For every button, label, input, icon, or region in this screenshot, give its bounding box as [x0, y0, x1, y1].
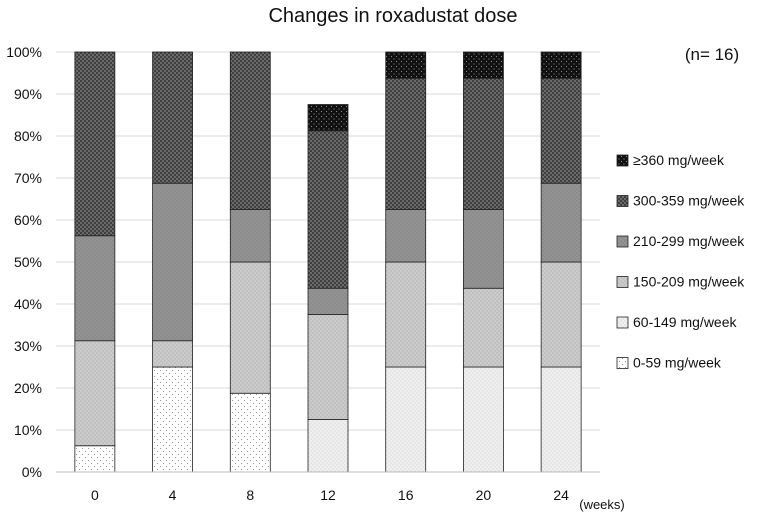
legend-item: 0-59 mg/week — [616, 355, 722, 371]
bar-stack-week-20 — [463, 51, 504, 473]
legend-swatch — [616, 195, 629, 207]
x-tick-label: 20 — [476, 487, 492, 503]
legend-swatch — [616, 235, 629, 248]
legend-item: ≥360 mg/week — [616, 152, 725, 168]
bar-segment-series-3-week-12 — [307, 287, 349, 315]
x-tick-label: 16 — [398, 487, 414, 503]
x-tick-label: 8 — [246, 487, 254, 503]
y-tick-label: 30% — [14, 338, 42, 354]
legend-label: 0-59 mg/week — [633, 355, 722, 371]
bar-segment-series-4-week-0 — [74, 51, 116, 237]
bar-segment-series-0-week-4 — [152, 366, 193, 473]
bar-segment-series-2-week-12 — [307, 314, 349, 420]
bar-stack-week-0 — [74, 51, 116, 473]
bar-stack-week-16 — [385, 51, 427, 473]
bar-stack-week-8 — [229, 51, 271, 473]
bar-segment-series-4-week-8 — [229, 51, 271, 210]
bar-segment-series-2-week-16 — [385, 261, 427, 368]
bar-segment-series-3-week-16 — [385, 209, 427, 263]
bar-segment-series-5-week-16 — [385, 51, 427, 79]
legend-swatch — [616, 316, 629, 329]
bar-segment-series-0-week-0 — [74, 445, 116, 473]
y-tick-label: 90% — [14, 86, 42, 102]
bar-segment-series-3-week-4 — [152, 182, 193, 342]
legend-item: 60-149 mg/week — [616, 314, 738, 330]
x-tick-label: 0 — [91, 487, 99, 503]
y-tick-label: 10% — [14, 422, 42, 438]
bar-segment-series-3-week-20 — [463, 209, 504, 289]
bar-segment-series-2-week-24 — [540, 261, 582, 368]
bar-stack-week-24 — [540, 51, 582, 473]
bar-segment-series-2-week-4 — [152, 340, 193, 368]
x-axis-label: (weeks) — [579, 497, 625, 512]
y-tick-label: 80% — [14, 128, 42, 144]
y-tick-label: 100% — [6, 44, 42, 60]
bar-segment-series-2-week-20 — [463, 287, 504, 368]
bars — [74, 51, 582, 473]
y-tick-label: 0% — [22, 464, 42, 480]
y-tick-label: 60% — [14, 212, 42, 228]
legend-item: 210-299 mg/week — [616, 233, 745, 249]
sample-size-annotation: (n= 16) — [685, 45, 739, 64]
legend-swatch — [616, 276, 629, 288]
bar-segment-series-4-week-12 — [307, 130, 349, 289]
legend-label: ≥360 mg/week — [633, 152, 725, 168]
bar-segment-series-4-week-4 — [152, 51, 193, 184]
bar-segment-series-1-week-12 — [307, 419, 349, 473]
x-axis: 0 4 8 12 16 20 24 — [56, 471, 600, 503]
bar-segment-series-3-week-0 — [74, 235, 116, 342]
x-tick-label: 24 — [553, 487, 569, 503]
legend-label: 60-149 mg/week — [633, 314, 738, 330]
bar-stack-week-12 — [307, 104, 349, 473]
legend-label: 210-299 mg/week — [633, 233, 745, 249]
legend-swatch — [616, 154, 629, 167]
bar-segment-series-5-week-12 — [307, 104, 349, 132]
bar-segment-series-1-week-24 — [540, 366, 582, 473]
bar-segment-series-1-week-16 — [385, 366, 427, 473]
y-tick-label: 40% — [14, 296, 42, 312]
y-tick-label: 50% — [14, 254, 42, 270]
bar-segment-series-5-week-24 — [540, 51, 582, 79]
bar-segment-series-2-week-8 — [229, 261, 271, 394]
legend-label: 150-209 mg/week — [633, 274, 745, 290]
bar-segment-series-5-week-20 — [463, 51, 504, 79]
bar-stack-week-4 — [152, 51, 193, 473]
legend-label: 300-359 mg/week — [633, 193, 745, 209]
bar-segment-series-4-week-20 — [463, 77, 504, 210]
chart-title: Changes in roxadustat dose — [268, 5, 517, 27]
legend: ≥360 mg/week 300-359 mg/week 210-299 mg/we… — [616, 152, 745, 371]
bar-segment-series-0-week-8 — [229, 392, 271, 473]
y-tick-label: 70% — [14, 170, 42, 186]
x-tick-label: 4 — [169, 487, 177, 503]
bar-segment-series-3-week-8 — [229, 209, 271, 263]
bar-segment-series-4-week-24 — [540, 77, 582, 184]
legend-swatch — [616, 357, 629, 369]
bar-segment-series-2-week-0 — [74, 340, 116, 447]
bar-segment-series-3-week-24 — [540, 182, 582, 263]
legend-item: 300-359 mg/week — [616, 193, 745, 209]
y-tick-label: 20% — [14, 380, 42, 396]
legend-item: 150-209 mg/week — [616, 274, 745, 290]
x-tick-label: 12 — [320, 487, 336, 503]
bar-segment-series-4-week-16 — [385, 77, 427, 210]
bar-segment-series-1-week-20 — [463, 366, 504, 473]
y-axis: 0% 10% 20% 30% 40% 50% 60% 70% 80% 90% 100% — [6, 44, 42, 480]
